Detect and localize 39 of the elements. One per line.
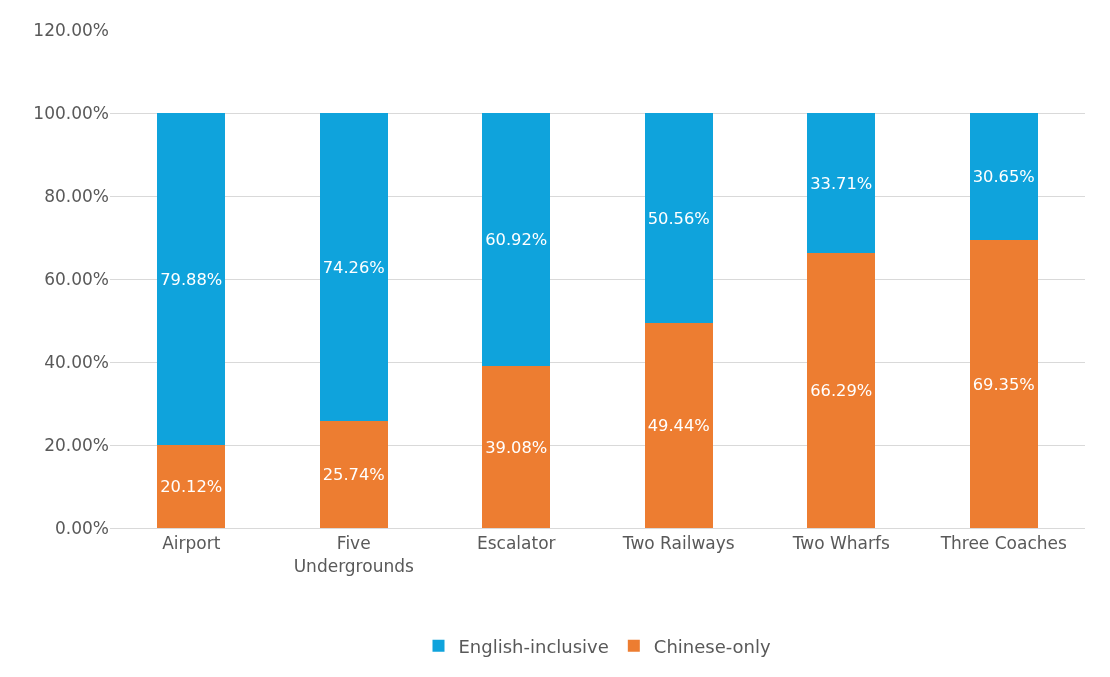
data-label: 20.12% (160, 477, 223, 497)
bar (969, 240, 1038, 528)
x-tick-label: Three Coaches (939, 533, 1067, 554)
data-label: 30.65% (972, 167, 1035, 187)
legend-label: English-inclusive (458, 635, 609, 657)
data-label: 33.71% (810, 173, 873, 193)
data-label: 66.29% (810, 381, 873, 401)
data-label: 60.92% (485, 230, 548, 250)
bar (969, 113, 1038, 241)
data-label: 79.88% (160, 269, 223, 289)
data-label: 49.44% (647, 416, 710, 436)
data-label: 25.74% (322, 465, 385, 485)
y-tick-label: 120.00% (33, 19, 109, 40)
x-tick-label: Escalator (476, 533, 556, 554)
bar (644, 113, 713, 323)
x-tick-label: Five Undergrounds (293, 533, 414, 576)
bar (319, 113, 388, 422)
legend-label: Chinese-only (653, 635, 771, 657)
data-label: 74.26% (322, 257, 385, 277)
bar (319, 421, 388, 528)
x-tick-label: Two Railways (621, 533, 735, 554)
bar (157, 113, 226, 445)
bar (157, 444, 226, 528)
bar (807, 252, 876, 528)
y-tick-label: 20.00% (44, 434, 109, 455)
bar (807, 113, 876, 253)
y-tick-label: 100.00% (33, 102, 109, 123)
data-label: 39.08% (485, 437, 548, 457)
bar (482, 365, 551, 528)
data-label: 50.56% (647, 208, 710, 228)
bar (644, 322, 713, 528)
x-tick-label: Two Wharfs (791, 533, 890, 554)
y-tick-label: 0.00% (54, 517, 109, 538)
data-label: 69.35% (972, 374, 1035, 394)
x-tick-label: Airport (162, 533, 221, 554)
y-tick-label: 80.00% (44, 185, 109, 206)
y-tick-label: 40.00% (44, 351, 109, 372)
bar (482, 113, 551, 366)
y-tick-label: 60.00% (44, 268, 109, 289)
